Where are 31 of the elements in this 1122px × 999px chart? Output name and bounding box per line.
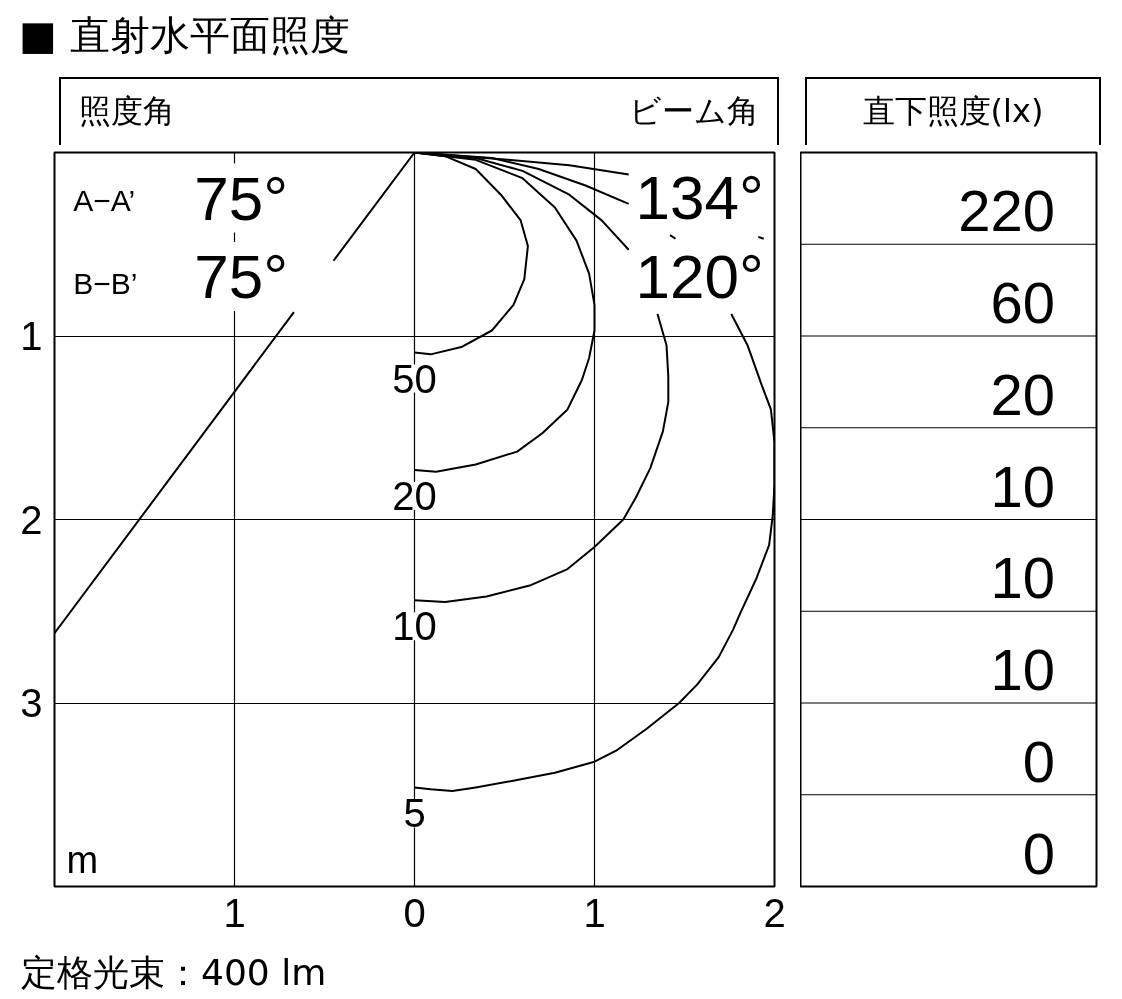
text: 定格光束：400 lm <box>20 951 327 995</box>
text: ビーム角 <box>629 92 759 131</box>
y-tick-label: 1 <box>20 314 43 358</box>
annotation: 75° <box>194 242 288 312</box>
x-axis-title: m <box>66 838 99 881</box>
data-label: 10 <box>990 545 1056 611</box>
x-tick-label: 0 <box>403 890 426 935</box>
series-label: 5 <box>403 791 426 836</box>
annotation: 120° <box>635 242 764 312</box>
annotation: B−B’ <box>73 267 138 301</box>
x-tick-label: 2 <box>763 890 786 935</box>
y-tick-label: 2 <box>20 497 43 542</box>
data-label: 10 <box>990 453 1056 519</box>
data-label: 0 <box>1022 728 1056 794</box>
annotation: 134° <box>635 162 764 232</box>
x-tick-label: 1 <box>583 890 606 935</box>
data-label: 0 <box>1022 820 1056 886</box>
series-label: 20 <box>392 473 437 518</box>
annotation: 75° <box>194 163 288 233</box>
y-tick-label: 3 <box>20 681 43 725</box>
chart-title: ■ 直射水平面照度 <box>18 11 350 60</box>
series-label: 50 <box>392 356 437 401</box>
text: 直下照度(lx) <box>805 77 1101 145</box>
series-label: 10 <box>392 604 437 649</box>
data-label: 10 <box>990 637 1056 703</box>
data-label: 220 <box>958 178 1056 244</box>
data-label: 60 <box>990 270 1056 336</box>
data-label: 20 <box>990 361 1056 427</box>
annotation: A−A’ <box>73 184 136 218</box>
text: 照度角 <box>79 92 175 131</box>
x-tick-label: 1 <box>223 890 246 935</box>
